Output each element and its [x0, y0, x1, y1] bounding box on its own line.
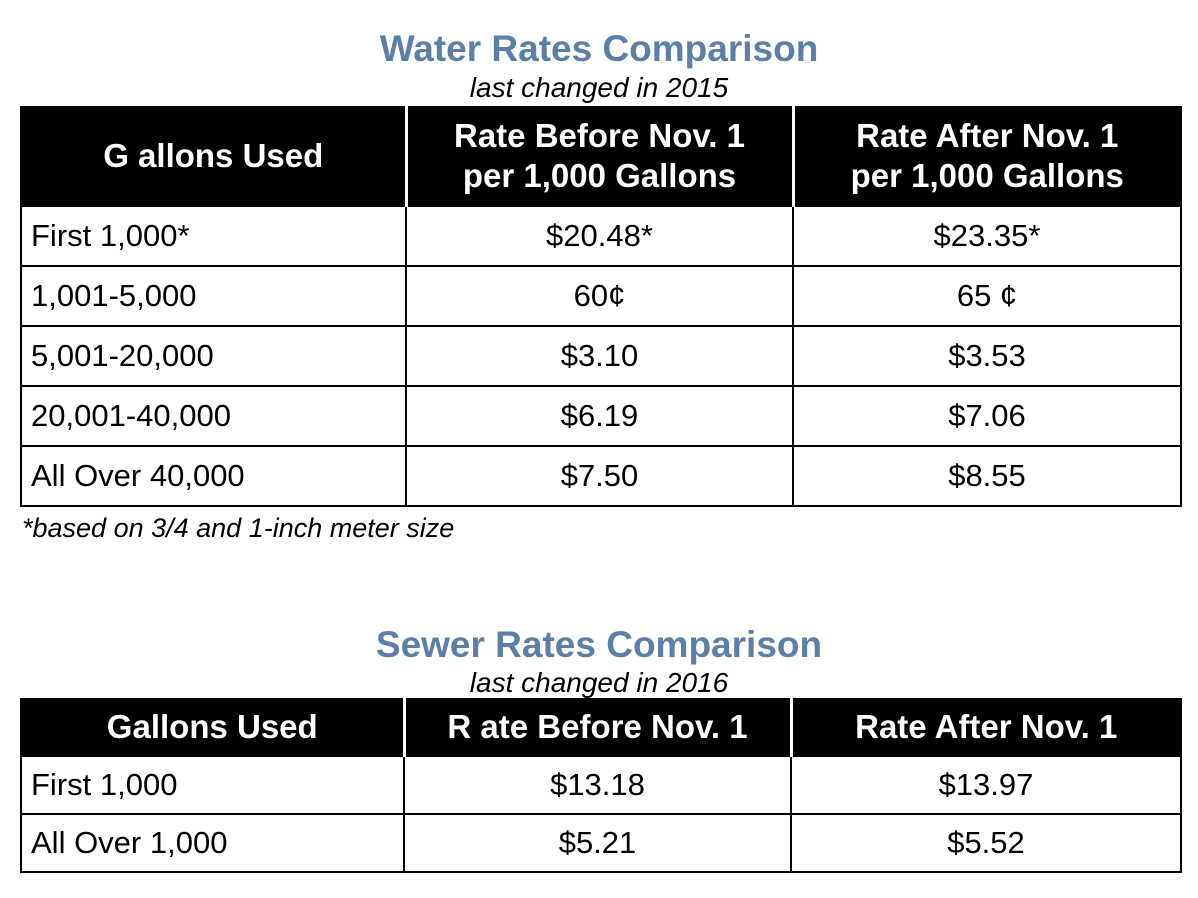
water-rate-after-cell: $7.06 [792, 385, 1182, 447]
sewer-header-rate-before: R ate Before Nov. 1 [402, 698, 793, 756]
water-header-rate-before-line2: per 1,000 Gallons [462, 156, 737, 194]
water-gallons-cell: 1,001-5,000 [20, 265, 407, 327]
sewer-rate-before-cell: $13.18 [403, 755, 792, 815]
table-row: First 1,000 $13.18 $13.97 [20, 755, 1182, 815]
water-gallons-cell: 5,001-20,000 [20, 325, 407, 387]
water-rate-after-cell: $23.35* [792, 205, 1182, 267]
water-rate-before-cell: 60¢ [405, 265, 794, 327]
water-gallons-cell: First 1,000* [20, 205, 407, 267]
water-rates-title: Water Rates Comparison [379, 28, 819, 69]
table-row: 1,001-5,000 60¢ 65 ¢ [20, 265, 1182, 327]
table-row: All Over 1,000 $5.21 $5.52 [20, 813, 1182, 873]
water-header-rate-after-line2: per 1,000 Gallons [850, 156, 1124, 194]
water-header-gallons: G allons Used [20, 106, 408, 206]
water-header-row: G allons Used Rate Before Nov. 1 per 1,0… [20, 106, 1182, 206]
water-rates-subtitle: last changed in 2015 [469, 72, 729, 103]
water-header-rate-after: Rate After Nov. 1 per 1,000 Gallons [791, 106, 1182, 206]
water-rate-after-cell: $3.53 [792, 325, 1182, 387]
sewer-rates-title: Sewer Rates Comparison [375, 624, 823, 665]
water-rate-before-cell: $3.10 [405, 325, 794, 387]
water-gallons-cell: 20,001-40,000 [20, 385, 407, 447]
table-row: 20,001-40,000 $6.19 $7.06 [20, 385, 1182, 447]
water-gallons-cell: All Over 40,000 [20, 445, 407, 507]
sewer-rates-table: Gallons Used R ate Before Nov. 1 Rate Af… [20, 698, 1182, 873]
sewer-rate-after-cell: $5.52 [790, 813, 1182, 873]
water-header-rate-after-line1: Rate After Nov. 1 [856, 116, 1119, 154]
water-rate-before-cell: $7.50 [405, 445, 794, 507]
water-footnote: *based on 3/4 and 1-inch meter size [22, 513, 455, 543]
water-rate-before-cell: $20.48* [405, 205, 794, 267]
water-header-rate-before: Rate Before Nov. 1 per 1,000 Gallons [404, 106, 795, 206]
water-rate-after-cell: $8.55 [792, 445, 1182, 507]
sewer-header-gallons: Gallons Used [20, 698, 406, 756]
water-rate-before-cell: $6.19 [405, 385, 794, 447]
sewer-header-row: Gallons Used R ate Before Nov. 1 Rate Af… [20, 698, 1182, 756]
sewer-rates-subtitle: last changed in 2016 [469, 667, 729, 698]
table-row: All Over 40,000 $7.50 $8.55 [20, 445, 1182, 507]
water-rates-table: G allons Used Rate Before Nov. 1 per 1,0… [20, 106, 1182, 507]
sewer-gallons-cell: First 1,000 [20, 755, 405, 815]
water-rate-after-cell: 65 ¢ [792, 265, 1182, 327]
table-row: First 1,000* $20.48* $23.35* [20, 205, 1182, 267]
water-header-rate-before-line1: Rate Before Nov. 1 [454, 116, 745, 154]
sewer-gallons-cell: All Over 1,000 [20, 813, 405, 873]
table-row: 5,001-20,000 $3.10 $3.53 [20, 325, 1182, 387]
sewer-header-rate-after: Rate After Nov. 1 [789, 698, 1182, 756]
sewer-rate-after-cell: $13.97 [790, 755, 1182, 815]
sewer-rate-before-cell: $5.21 [403, 813, 792, 873]
water-header-gallons-text: G allons Used [103, 136, 324, 174]
